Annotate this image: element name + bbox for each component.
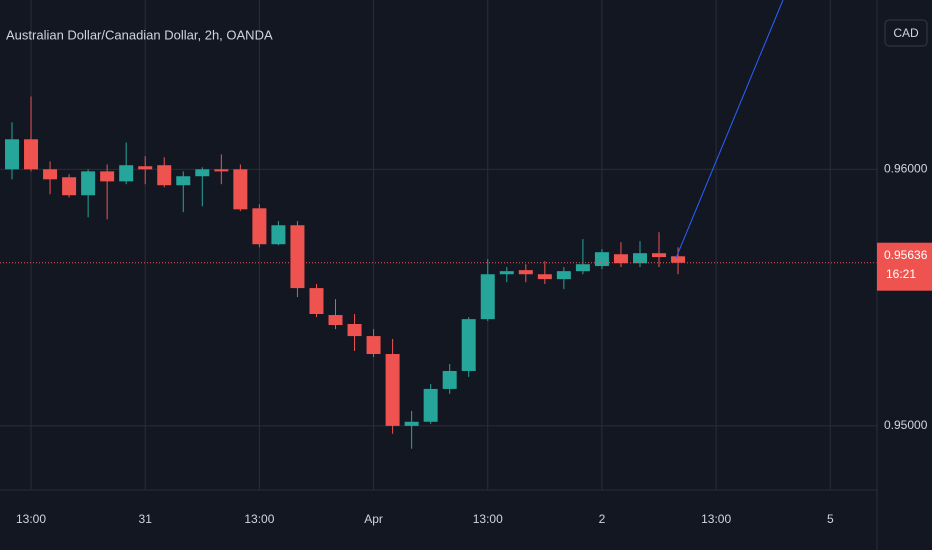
candle-body [671,256,686,263]
candle-body [271,225,286,245]
candle-body [347,324,362,337]
candle-body [252,208,267,245]
x-tick-label: 31 [139,512,153,526]
candle-body [290,225,305,289]
candle-body [366,336,381,355]
candle-body [575,264,590,272]
last-price-box [877,242,932,291]
candle-body [480,274,495,320]
candle-body [309,288,324,315]
y-tick-label: 0.96000 [884,161,928,175]
candles [0,96,877,449]
candle-body [5,139,19,170]
candle-body [442,370,457,389]
currency-box[interactable] [884,19,928,47]
x-tick-label: Apr [364,512,383,526]
candle-body [62,177,77,196]
x-tick-label: 2 [599,512,606,526]
candle-body [404,421,419,426]
currency-label[interactable]: CAD [893,26,919,40]
candle-body [328,315,343,326]
candle-body [176,176,191,186]
candle-body [24,139,39,170]
x-tick-label: 13:00 [473,512,503,526]
candle-body [518,270,533,275]
candle-body [537,274,552,280]
candle-body [43,169,58,180]
candle-body [214,169,229,172]
x-tick-label: 5 [827,512,834,526]
x-tick-label: 13:00 [244,512,274,526]
candle-body [652,253,667,258]
candle-body [157,165,172,186]
trend-line [675,0,784,259]
labels: 0.96000 0.95000 13:00 31 13:00 Apr 13:00 2 13:00… [16,161,932,526]
candle-body [81,171,96,196]
candle-body [556,271,571,280]
countdown-label: 16:21 [886,267,916,281]
candle-body [119,165,134,182]
candle-body [423,388,438,422]
y-tick-label: 0.95000 [884,418,928,432]
candle-body [613,254,628,264]
candle-body [499,271,514,275]
candle-body [385,354,400,426]
candle-body [233,169,248,210]
candle-body [461,319,476,371]
last-price-label: 0.95636 [884,248,928,262]
candle-body [632,253,647,264]
candle-body [195,169,210,177]
x-tick-label: 13:00 [16,512,46,526]
chart-title: Australian Dollar/Canadian Dollar, 2h, O… [6,27,273,42]
candle-body [100,171,115,182]
x-tick-label: 13:00 [701,512,731,526]
candle-body [594,252,609,267]
candle-body [138,166,153,170]
